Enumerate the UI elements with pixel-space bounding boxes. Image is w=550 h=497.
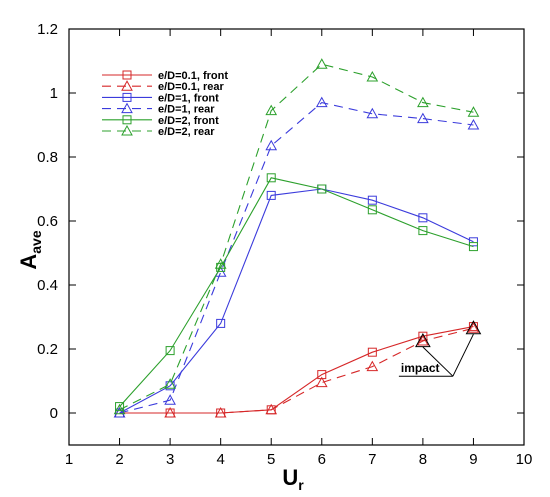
y-tick-label: 1.2 bbox=[37, 21, 58, 38]
data-point bbox=[165, 346, 175, 356]
data-point bbox=[214, 258, 227, 269]
annotation-label: impact bbox=[401, 361, 440, 375]
data-point bbox=[367, 195, 377, 205]
data-point bbox=[113, 406, 126, 418]
x-tick-label: 7 bbox=[368, 451, 376, 468]
data-point bbox=[265, 139, 278, 151]
x-axis-label-sub: r bbox=[298, 477, 304, 493]
data-point bbox=[315, 376, 328, 388]
x-tick-label: 6 bbox=[318, 451, 326, 468]
series-5 bbox=[113, 58, 480, 415]
data-point bbox=[468, 237, 478, 247]
axis-ticks: 1 2 3 4 5 6 7 8 9 10 0 0.2 0.4 0.6 0.8 1 1.2 bbox=[37, 21, 532, 468]
data-point bbox=[467, 322, 480, 333]
data-point bbox=[417, 334, 429, 346]
annotation-marker bbox=[415, 332, 431, 348]
data-point bbox=[164, 378, 176, 389]
legend-entry: e/D=0.1, rear bbox=[102, 80, 224, 93]
data-point bbox=[216, 318, 226, 328]
data-point bbox=[315, 96, 328, 108]
legend-entry: e/D=1, front bbox=[102, 92, 219, 104]
series-2 bbox=[115, 184, 478, 418]
series-line bbox=[119, 326, 474, 414]
plot-area bbox=[68, 28, 525, 446]
data-point bbox=[418, 331, 428, 341]
series-line bbox=[119, 177, 474, 407]
y-tick-label: 0.8 bbox=[37, 149, 58, 166]
data-point bbox=[418, 226, 428, 236]
y-tick-label: 0.2 bbox=[37, 341, 58, 358]
y-axis-label: Aave bbox=[16, 230, 44, 269]
x-tick-label: 1 bbox=[65, 451, 73, 468]
series-line bbox=[119, 63, 474, 411]
data-point bbox=[366, 360, 379, 372]
data-point bbox=[315, 58, 328, 69]
data-point bbox=[113, 403, 126, 415]
legend-label: e/D=1, front bbox=[158, 92, 219, 104]
legend-entry: e/D=2, rear bbox=[102, 124, 215, 138]
x-tick-label: 8 bbox=[419, 451, 427, 468]
data-point bbox=[214, 406, 227, 418]
x-axis-label-main: U bbox=[282, 465, 298, 490]
legend-label: e/D=2, rear bbox=[158, 126, 215, 138]
data-point bbox=[317, 184, 327, 194]
legend-entry: e/D=0.1, front bbox=[102, 70, 228, 82]
legend-marker bbox=[122, 115, 132, 125]
y-axis-label-sub: ave bbox=[28, 230, 44, 254]
legend-label: e/D=2, front bbox=[158, 115, 219, 127]
data-point bbox=[467, 118, 480, 130]
data-point bbox=[266, 190, 276, 200]
data-point bbox=[265, 403, 278, 415]
data-point bbox=[115, 402, 125, 412]
legend-label: e/D=1, rear bbox=[158, 104, 215, 116]
series-line bbox=[119, 327, 474, 414]
y-tick-label: 0.6 bbox=[37, 213, 58, 230]
legend-entry: e/D=2, front bbox=[102, 115, 219, 127]
data-point bbox=[467, 106, 480, 117]
y-tick-label: 0.4 bbox=[37, 277, 58, 294]
x-axis-label: Ur bbox=[282, 465, 304, 493]
legend-marker bbox=[122, 70, 132, 80]
series-layer bbox=[113, 58, 480, 418]
annotation-marker bbox=[465, 320, 482, 335]
x-tick-label: 5 bbox=[267, 451, 275, 468]
plot-border bbox=[68, 28, 525, 446]
x-tick-label: 9 bbox=[469, 451, 477, 468]
legend-marker bbox=[121, 80, 133, 91]
x-tick-label: 10 bbox=[516, 451, 533, 468]
annotation-layer: impact bbox=[398, 320, 482, 377]
data-point bbox=[265, 104, 278, 116]
legend-entry: e/D=1, rear bbox=[102, 102, 215, 116]
annotation: impact bbox=[398, 320, 482, 377]
legend-label: e/D=0.1, front bbox=[158, 70, 228, 82]
y-tick-label: 0 bbox=[50, 405, 58, 422]
legend-marker bbox=[121, 102, 133, 114]
data-point bbox=[417, 96, 429, 108]
annotation-pointer bbox=[452, 333, 474, 377]
data-point bbox=[367, 205, 377, 215]
data-point bbox=[266, 173, 276, 183]
data-point bbox=[417, 112, 429, 124]
data-point bbox=[164, 394, 176, 405]
data-point bbox=[418, 213, 428, 223]
data-point bbox=[366, 107, 379, 119]
data-point bbox=[367, 347, 377, 357]
legend-label: e/D=0.1, rear bbox=[158, 81, 224, 93]
series-line bbox=[119, 102, 474, 414]
data-point bbox=[366, 70, 379, 82]
y-tick-label: 1 bbox=[50, 85, 58, 102]
x-tick-label: 2 bbox=[115, 451, 123, 468]
legend-marker bbox=[122, 92, 132, 102]
series-line bbox=[119, 188, 474, 414]
x-tick-label: 3 bbox=[166, 451, 174, 468]
data-point bbox=[468, 242, 478, 252]
y-axis-label-main: A bbox=[16, 254, 41, 270]
x-tick-label: 4 bbox=[216, 451, 224, 468]
legend-marker bbox=[121, 124, 133, 136]
annotation-pointer bbox=[422, 346, 454, 377]
data-point bbox=[164, 406, 176, 418]
